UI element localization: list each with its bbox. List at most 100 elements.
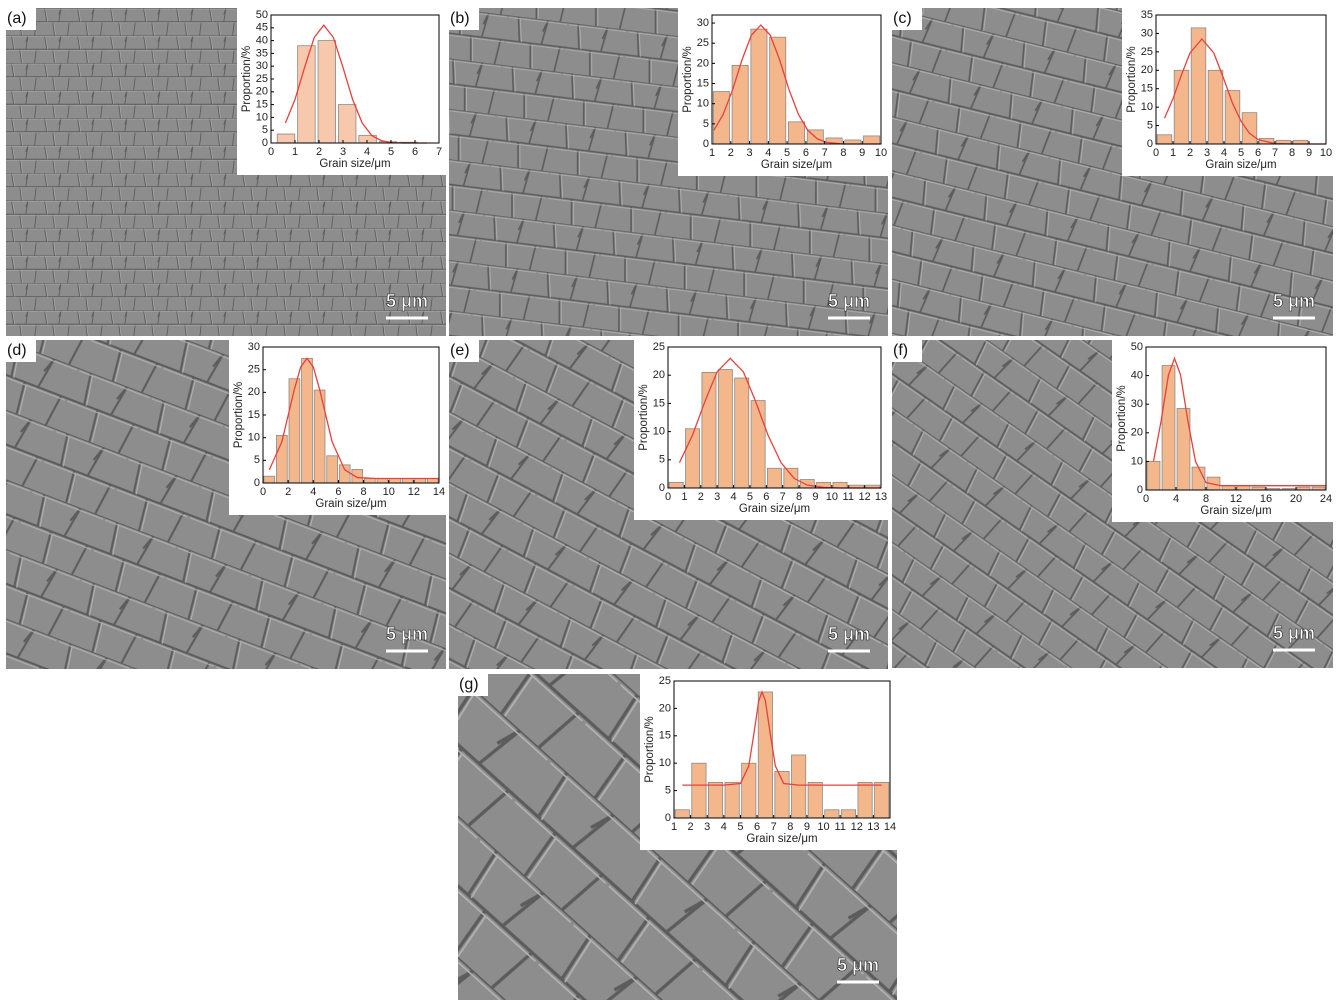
plot-frame [673, 680, 891, 819]
x-tick-label: 6 [754, 821, 760, 833]
bar [863, 135, 881, 145]
y-tick-label: 20 [1141, 64, 1153, 76]
y-tick-label: 15 [697, 77, 709, 89]
x-tick-label: 3 [714, 491, 720, 503]
y-tick-label: 0 [254, 477, 260, 489]
x-tick-label: 1 [671, 821, 677, 833]
x-tick-label: 8 [787, 821, 793, 833]
x-axis-label: Grain size/μm [1200, 505, 1271, 517]
bar [1156, 134, 1173, 145]
y-tick-label: 10 [1141, 101, 1153, 113]
y-tick-label: 25 [248, 364, 260, 376]
bar [724, 781, 740, 819]
y-tick-label: 25 [653, 341, 665, 353]
x-tick-label: 10 [875, 147, 887, 159]
y-tick-label: 25 [1141, 46, 1153, 58]
y-tick-label: 10 [248, 432, 260, 444]
x-tick-label: 6 [335, 486, 341, 498]
bar [791, 754, 807, 819]
bar [767, 467, 782, 489]
bar [301, 357, 313, 484]
y-tick-label: 30 [1131, 398, 1143, 410]
bar [1161, 365, 1176, 491]
y-tick-label: 25 [697, 37, 709, 49]
panel-label-bg [892, 8, 922, 30]
plot-frame [667, 346, 882, 489]
y-tick-label: 20 [248, 386, 260, 398]
panel-label: (f) [893, 342, 908, 359]
bar [799, 479, 815, 489]
bar [351, 468, 364, 484]
x-tick-label: 0 [268, 146, 274, 158]
bar [734, 377, 750, 489]
y-tick-label: 15 [248, 409, 260, 421]
panel-label-bg [449, 8, 479, 30]
x-tick-label: 5 [784, 147, 790, 159]
panel-label: (c) [893, 10, 912, 27]
panel-label-bg [892, 340, 922, 362]
y-axis-label: Proportion/% [638, 384, 650, 450]
x-tick-label: 2 [285, 486, 291, 498]
x-tick-label: 9 [859, 147, 865, 159]
x-tick-label: 6 [1255, 147, 1261, 159]
x-tick-label: 12 [1230, 493, 1242, 505]
x-tick-label: 0 [1153, 147, 1159, 159]
y-tick-label: 35 [1141, 9, 1153, 21]
x-axis-label: Grain size/μm [761, 159, 832, 171]
y-tick-label: 45 [256, 22, 268, 34]
bar [364, 478, 376, 484]
x-tick-label: 6 [803, 147, 809, 159]
x-tick-label: 7 [822, 147, 828, 159]
y-tick-label: 30 [256, 60, 268, 72]
y-axis-label: Proportion/% [1126, 46, 1138, 112]
x-tick-label: 11 [843, 491, 854, 503]
bar [701, 371, 717, 489]
x-tick-label: 6 [763, 491, 769, 503]
x-tick-label: 6 [412, 146, 418, 158]
scale-bar-label: 5 μm [1273, 623, 1315, 643]
bar [376, 478, 389, 484]
panel-label-bg [458, 674, 488, 696]
y-tick-label: 5 [659, 454, 665, 466]
x-axis-label: Grain size/μm [319, 158, 390, 170]
x-tick-label: 7 [1272, 147, 1278, 159]
bar [840, 809, 857, 819]
bar [1173, 69, 1190, 145]
bar [263, 475, 276, 484]
x-tick-label: 12 [851, 821, 863, 833]
fit-line [1152, 356, 1326, 487]
bar [750, 400, 766, 489]
panel-label-bg [6, 8, 36, 30]
x-tick-label: 1 [681, 491, 687, 503]
x-tick-label: 1 [709, 147, 715, 159]
y-tick-label: 10 [1131, 455, 1143, 467]
x-tick-label: 0 [260, 486, 266, 498]
y-tick-label: 30 [697, 17, 709, 29]
y-tick-label: 25 [659, 675, 671, 687]
y-tick-label: 35 [256, 47, 268, 59]
x-axis-label: Grain size/μm [746, 833, 817, 845]
x-axis-label: Grain size/μm [315, 498, 386, 510]
x-tick-label: 3 [704, 821, 710, 833]
x-tick-label: 16 [1260, 493, 1272, 505]
fit-line [682, 690, 882, 786]
y-axis-label: Proportion/% [233, 382, 245, 448]
x-tick-label: 2 [316, 146, 322, 158]
bar [317, 40, 336, 144]
bar [288, 378, 301, 484]
x-tick-label: 10 [383, 486, 395, 498]
y-tick-label: 5 [254, 454, 260, 466]
y-axis-label: Proportion/% [644, 716, 656, 782]
y-tick-label: 0 [665, 812, 671, 824]
y-tick-label: 0 [659, 482, 665, 494]
x-tick-label: 4 [364, 146, 370, 158]
y-axis-label: Proportion/% [241, 46, 253, 112]
bar [1224, 90, 1241, 145]
y-tick-label: 15 [1141, 83, 1153, 95]
y-tick-label: 10 [697, 98, 709, 110]
x-tick-label: 24 [1320, 493, 1332, 505]
y-tick-label: 10 [653, 426, 665, 438]
scale-bar-label: 5 μm [1273, 291, 1315, 311]
x-tick-label: 1 [292, 146, 298, 158]
x-tick-label: 11 [834, 821, 845, 833]
